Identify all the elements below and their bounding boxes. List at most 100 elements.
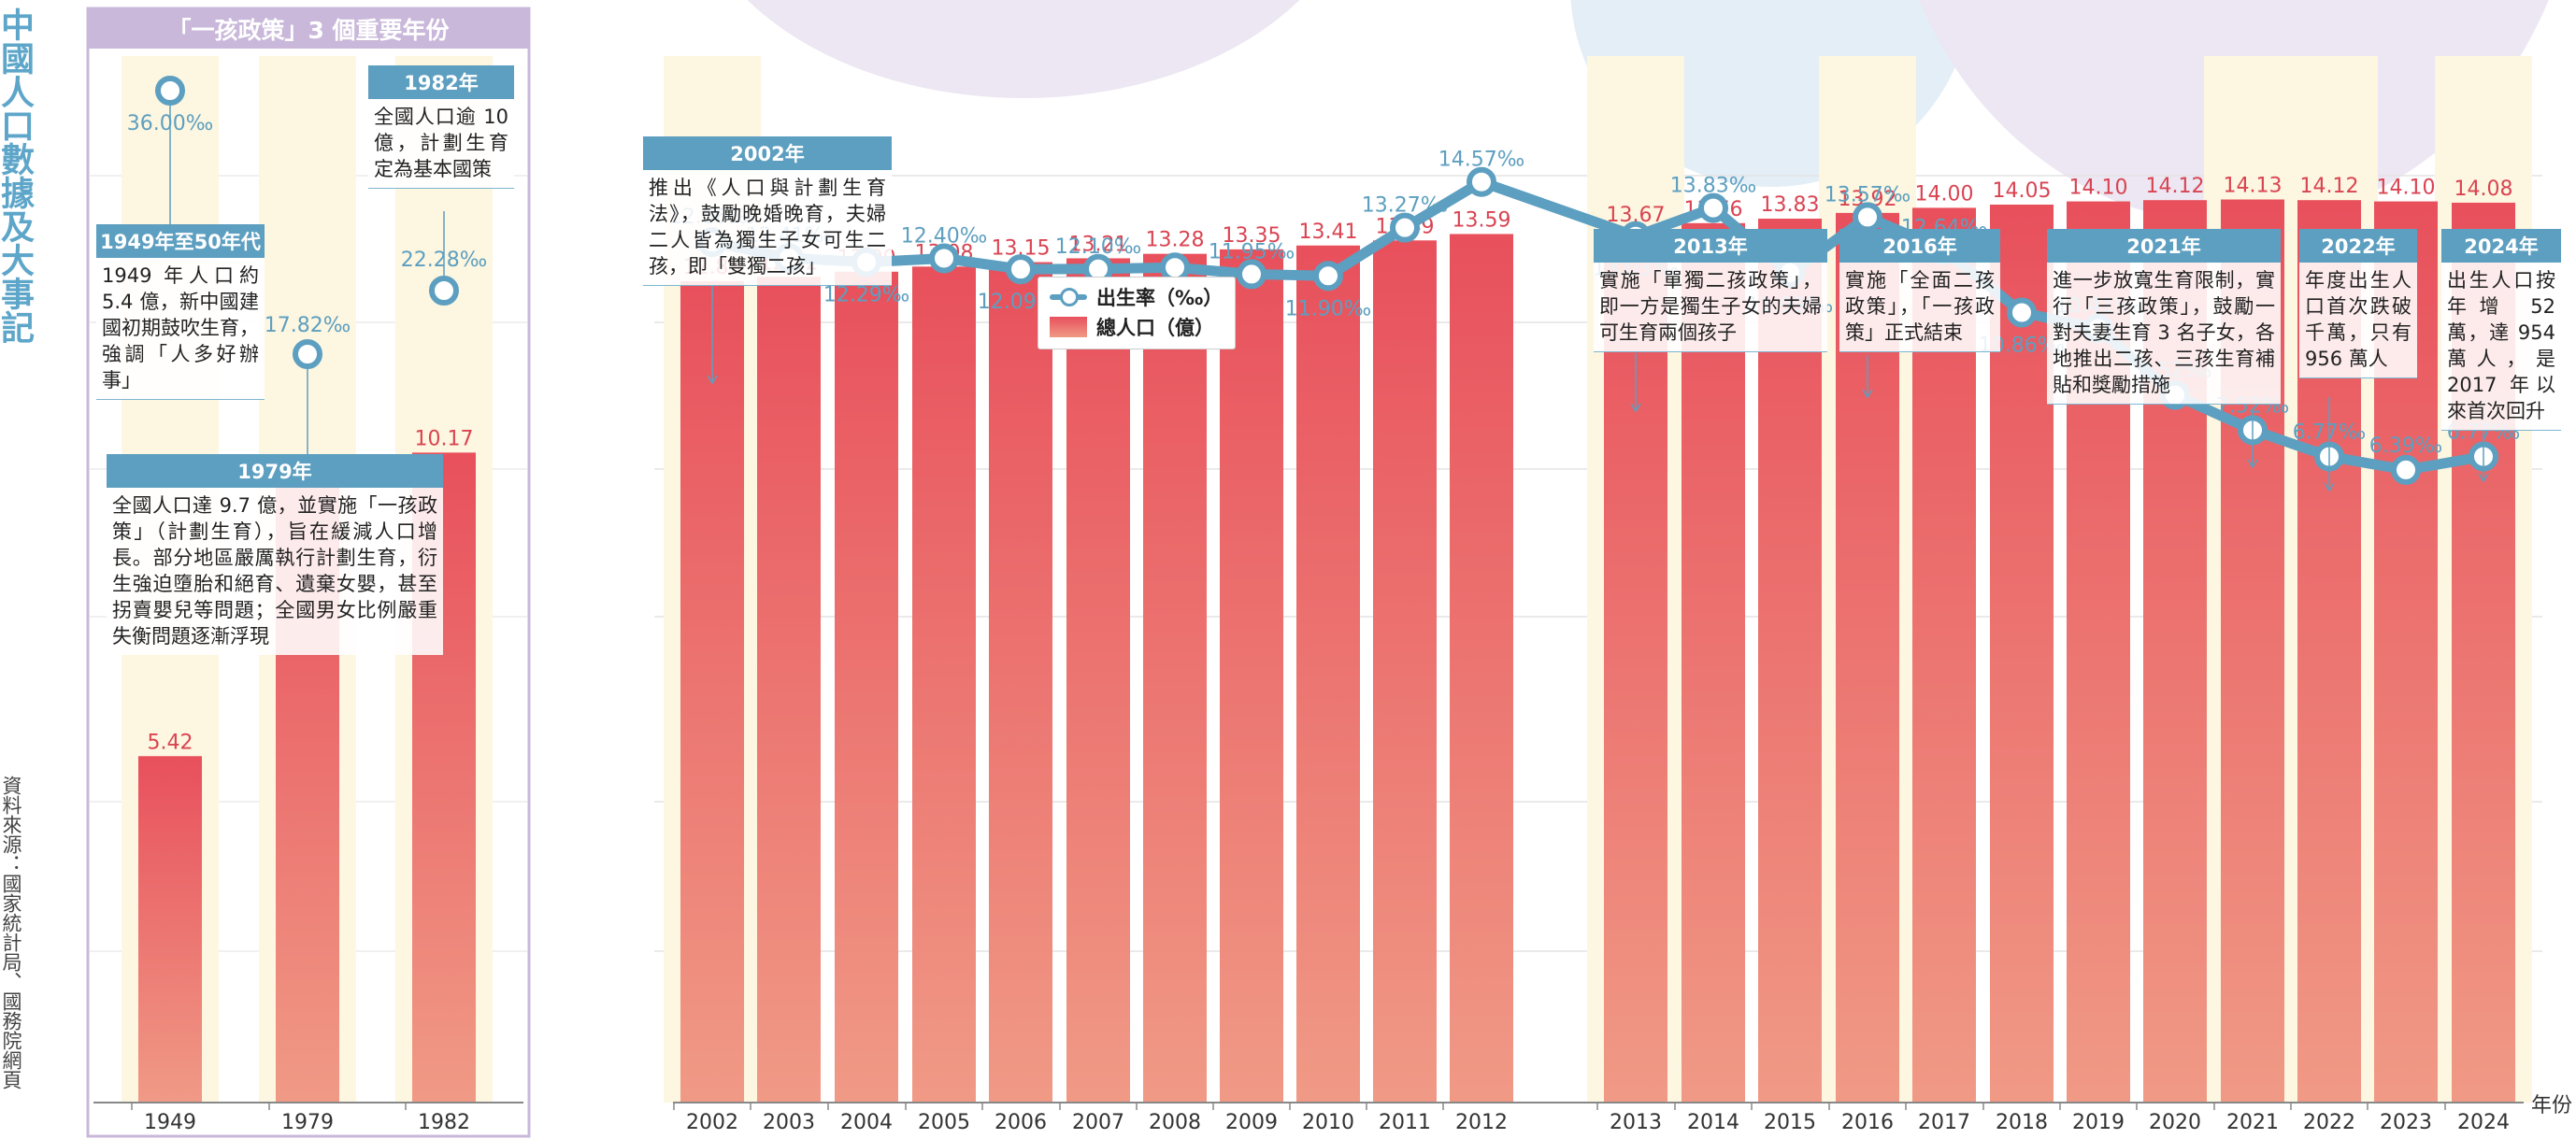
point-2016 xyxy=(1853,202,1882,233)
note-1949: 1949年至50年代 1949 年人口約 5.4 億，新中國建國初期鼓吹生育，強… xyxy=(96,224,265,400)
leader-arrow-2021 xyxy=(2247,459,2258,469)
x-tick-label-1949: 1949 xyxy=(144,1111,196,1134)
x-axis-unit: 年份 xyxy=(2531,1094,2572,1118)
point-2005 xyxy=(929,243,959,274)
bar-2009 xyxy=(1220,249,1283,1103)
x-tick-label-2009: 2009 xyxy=(1225,1111,1278,1134)
legend-bar-swatch xyxy=(1050,317,1087,337)
note-2016-year: 2016年 xyxy=(1839,229,2000,263)
point-1949 xyxy=(155,76,185,106)
bar-2007 xyxy=(1066,258,1130,1103)
x-tick-label-1982: 1982 xyxy=(418,1111,470,1134)
rate-label-2004: 12.29‰ xyxy=(823,284,910,307)
bar-label-2023: 14.10 xyxy=(2377,177,2436,200)
note-2002-text: 推出《人口與計劃生育法》，鼓勵晚婚晚育，夫婦二人皆為獨生子女可生二孩，即「雙獨二… xyxy=(643,170,892,286)
x-tick-label-2020: 2020 xyxy=(2149,1111,2201,1134)
point-2010 xyxy=(1313,261,1343,292)
legend-population-label: 總人口（億） xyxy=(1096,317,1214,339)
bar-label-2008: 13.28 xyxy=(1146,229,1205,252)
x-tick-label-2016: 2016 xyxy=(1841,1111,1894,1134)
rate-label-2011: 13.27‰ xyxy=(1362,194,1449,218)
note-1949-text: 1949 年人口約 5.4 億，新中國建國初期鼓吹生育，強調「人多好辦事」 xyxy=(96,258,265,400)
point-2009 xyxy=(1237,259,1267,290)
x-tick-label-2023: 2023 xyxy=(2380,1111,2432,1134)
note-1982-text: 全國人口逾 10 億，計劃生育定為基本國策 xyxy=(368,99,514,189)
bar-label-2010: 13.41 xyxy=(1299,221,1358,244)
legend-birth-rate-label: 出生率（‰） xyxy=(1096,287,1224,309)
legend-line-swatch xyxy=(1050,288,1087,306)
note-1982-year: 1982年 xyxy=(368,65,514,99)
chart-title: 中國人口數據及大事記 xyxy=(0,7,34,344)
bar-label-2018: 14.05 xyxy=(1993,179,2052,203)
x-tick-label-2005: 2005 xyxy=(918,1111,970,1134)
note-2024-year: 2024年 xyxy=(2441,229,2561,263)
bar-label-2024: 14.08 xyxy=(2454,178,2513,201)
note-1979-text: 全國人口達 9.7 億，並實施「一孩政策」（計劃生育），旨在緩減人口增長。部分地… xyxy=(107,488,443,655)
note-2022: 2022年 年度出生人口首次跌破千萬，只有 956 萬人 xyxy=(2299,229,2417,378)
point-1982 xyxy=(429,276,459,306)
point-2023 xyxy=(2391,454,2421,485)
note-2002: 2002年 推出《人口與計劃生育法》，鼓勵晚婚晚育，夫婦二人皆為獨生子女可生二孩… xyxy=(643,136,892,286)
leader-arrow-2013 xyxy=(1630,403,1641,413)
bar-2012 xyxy=(1450,234,1513,1103)
x-tick-label-2007: 2007 xyxy=(1072,1111,1124,1134)
x-tick-label-2015: 2015 xyxy=(1764,1111,1816,1134)
bar-2014 xyxy=(1682,222,1745,1103)
note-2002-year: 2002年 xyxy=(643,136,892,170)
x-tick-label-2021: 2021 xyxy=(2226,1111,2279,1134)
x-tick-label-2019: 2019 xyxy=(2072,1111,2125,1134)
point-2018 xyxy=(2007,297,2037,328)
bar-2011 xyxy=(1373,240,1437,1103)
bg-circle-left xyxy=(747,0,1300,98)
rate-label-1979: 17.82‰ xyxy=(265,314,351,337)
rate-label-2012: 14.57‰ xyxy=(1438,149,1525,172)
note-2022-year: 2022年 xyxy=(2299,229,2417,263)
x-tick-label-2018: 2018 xyxy=(1996,1111,2048,1134)
leader-arrow-2016 xyxy=(1862,389,1873,399)
bar-label-2020: 14.12 xyxy=(2146,175,2205,198)
bar-2006 xyxy=(989,262,1052,1103)
bar-label-1982: 10.17 xyxy=(415,427,474,450)
rate-label-2014: 13.83‰ xyxy=(1670,175,1757,198)
bar-2004 xyxy=(835,271,898,1103)
rate-label-2007: 12.10‰ xyxy=(1055,235,1142,259)
note-2016: 2016年 實施「全面二孩政策」，「一孩政策」正式結束 xyxy=(1839,229,2000,352)
bar-2017 xyxy=(1912,207,1976,1103)
x-tick-label-2022: 2022 xyxy=(2303,1111,2355,1134)
note-2013: 2013年 實施「單獨二孩政策」，即一方是獨生子女的夫婦可生育兩個孩子 xyxy=(1594,229,1827,352)
note-2013-text: 實施「單獨二孩政策」，即一方是獨生子女的夫婦可生育兩個孩子 xyxy=(1594,263,1827,352)
panel-title: 「一孩政策」3 個重要年份 xyxy=(88,8,529,49)
bar-2018 xyxy=(1990,204,2054,1103)
bar-label-2021: 14.13 xyxy=(2224,175,2283,198)
rate-label-2010: 11.90‰ xyxy=(1285,297,1372,320)
bar-2008 xyxy=(1143,253,1207,1103)
x-tick-label-2011: 2011 xyxy=(1379,1111,1431,1134)
note-2013-year: 2013年 xyxy=(1594,229,1827,263)
bar-label-2009: 13.35 xyxy=(1223,224,1281,248)
x-tick-label-1979: 1979 xyxy=(281,1111,334,1134)
x-tick-label-2017: 2017 xyxy=(1918,1111,1970,1134)
note-1979-year: 1979年 xyxy=(107,454,443,488)
note-1979: 1979年 全國人口達 9.7 億，並實施「一孩政策」（計劃生育），旨在緩減人口… xyxy=(107,454,443,655)
rate-label-2009: 11.95‰ xyxy=(1209,240,1295,263)
point-2014 xyxy=(1698,192,1728,223)
bar-label-2017: 14.00 xyxy=(1915,182,1974,206)
x-tick-label-2006: 2006 xyxy=(995,1111,1047,1134)
bar-label-2012: 13.59 xyxy=(1453,208,1511,232)
x-tick-label-2003: 2003 xyxy=(763,1111,815,1134)
note-2021-text: 進一步放寬生育限制，實行「三孩政策」，鼓勵一對夫妻生育 3 名子女，各地推出二孩… xyxy=(2047,263,2281,405)
bar-1949 xyxy=(138,756,202,1103)
note-2024-text: 出生人口按年增 52 萬，達 954 萬人，是 2017 年以來首次回升 xyxy=(2441,263,2561,431)
rate-label-2016: 13.57‰ xyxy=(1825,183,1911,206)
rate-label-2023: 6.39‰ xyxy=(2369,434,2443,458)
point-2012 xyxy=(1467,166,1496,197)
note-1982: 1982年 全國人口逾 10 億，計劃生育定為基本國策 xyxy=(368,65,514,189)
point-1979 xyxy=(293,339,322,369)
bar-2005 xyxy=(912,266,976,1103)
x-tick-label-2014: 2014 xyxy=(1687,1111,1739,1134)
source-note: 資料來源：國家統計局、國務院網頁 xyxy=(0,776,22,1089)
legend-birth-rate: 出生率（‰） xyxy=(1050,283,1223,311)
bar-label-2019: 14.10 xyxy=(2069,177,2128,200)
bar-2015 xyxy=(1758,219,1822,1103)
bar-label-2007: 13.21 xyxy=(1069,233,1128,256)
